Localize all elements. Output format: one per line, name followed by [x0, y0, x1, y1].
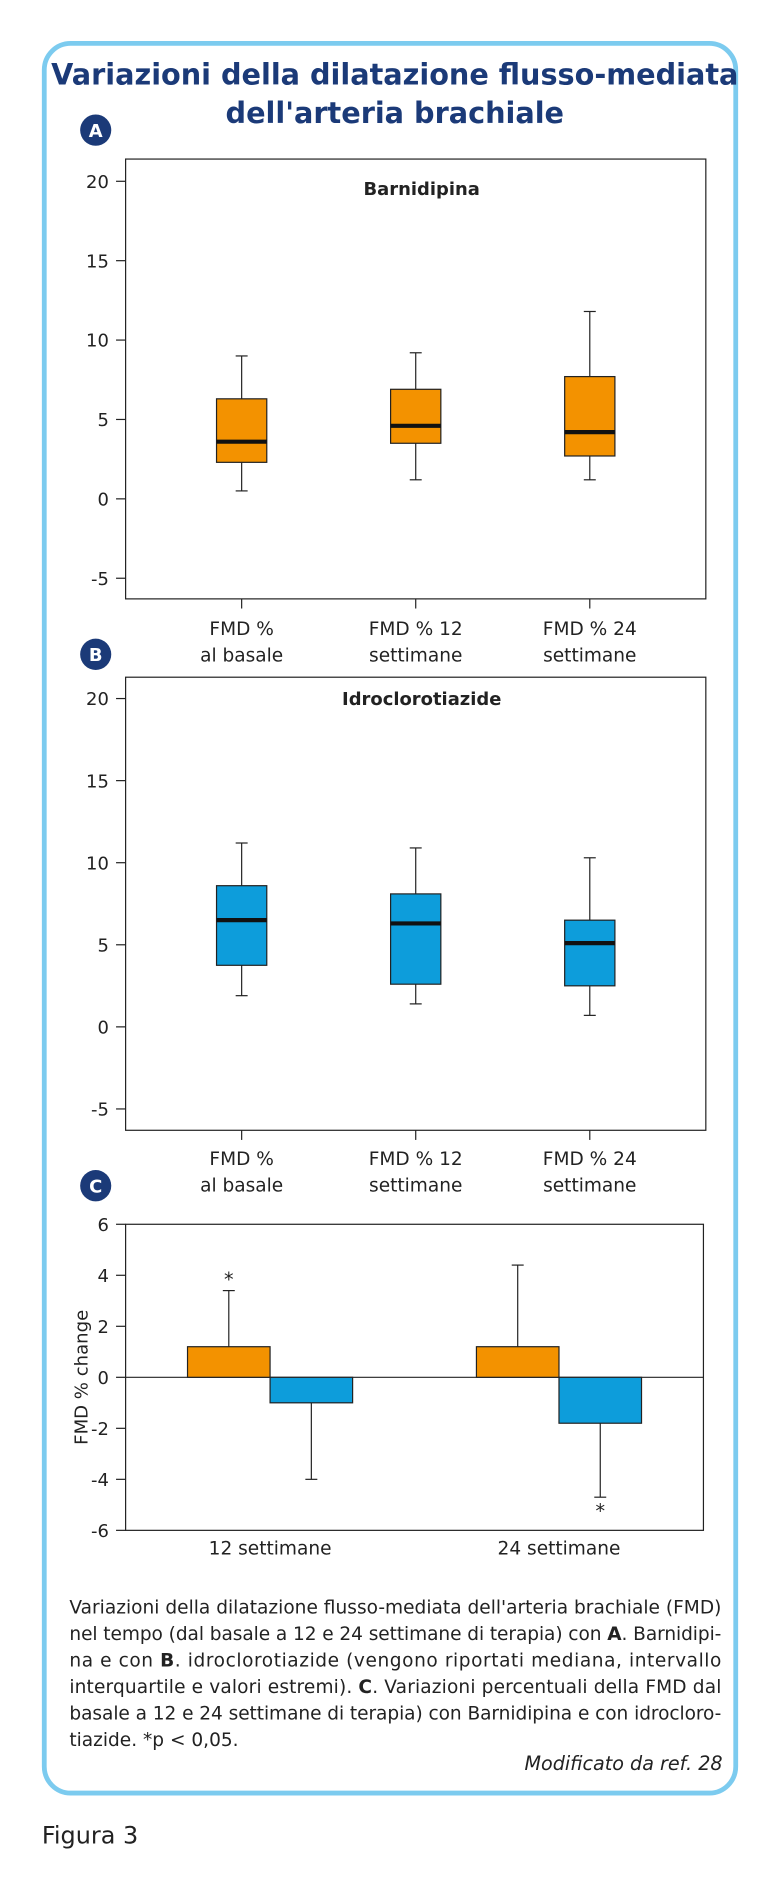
page-title: Variazioni della dilatazione flusso-medi…	[51, 57, 738, 91]
y-tick-label: 10	[86, 853, 109, 874]
bar	[186, 1346, 271, 1378]
source-note: Modificato da ref. 28	[524, 1752, 722, 1775]
x-tick-label: settimane	[543, 1176, 636, 1197]
y-tick-label: -5	[91, 1100, 109, 1121]
caption-line: nel tempo (dal basale a 12 e 24 settiman…	[69, 1624, 721, 1645]
y-tick-label: 20	[86, 172, 109, 193]
y-tick-label: 2	[97, 1317, 108, 1338]
significance-marker: *	[595, 1500, 605, 1523]
box	[215, 398, 268, 463]
y-tick-label: -5	[91, 569, 109, 590]
caption-text: basale a 12 e 24 settimane di terapia) c…	[69, 1703, 721, 1724]
y-tick-label: 0	[97, 1017, 108, 1038]
panel-letter: C	[89, 1176, 102, 1197]
caption-bold: A	[607, 1624, 622, 1645]
caption-text: nel tempo (dal basale a 12 e 24 settiman…	[69, 1624, 607, 1645]
x-tick-label: FMD %	[209, 619, 273, 640]
box	[215, 885, 268, 966]
x-tick-label: al basale	[200, 645, 283, 666]
x-tick-label: FMD % 24	[543, 1149, 637, 1170]
y-tick-label: 20	[86, 689, 109, 710]
y-tick-label: 5	[97, 935, 108, 956]
x-tick-label: FMD % 12	[369, 619, 463, 640]
x-tick-label: al basale	[200, 1176, 283, 1197]
figure-label: Figura 3	[42, 1822, 138, 1850]
caption-line: interquartile e valori estremi). C. Vari…	[69, 1677, 721, 1698]
caption-text: Variazioni della dilatazione flusso-medi…	[69, 1597, 721, 1618]
panel-letter: A	[89, 121, 103, 142]
bar	[558, 1376, 643, 1424]
panel-badge	[80, 114, 112, 146]
y-tick-label: 0	[97, 489, 108, 510]
y-tick-label: 15	[86, 771, 109, 792]
box	[390, 893, 442, 985]
caption-text: . idroclorotiazide (vengono riportati me…	[175, 1650, 722, 1671]
caption-text: . Variazioni percentuali della FMD dal	[372, 1677, 721, 1698]
y-tick-label: 15	[86, 251, 109, 272]
caption-line: tiazide. *p < 0,05.	[69, 1730, 238, 1751]
y-tick-label: 10	[86, 331, 109, 352]
caption-text: tiazide. *p < 0,05.	[69, 1730, 238, 1751]
significance-marker: *	[224, 1268, 234, 1291]
panel-badge	[80, 638, 112, 670]
caption-line: na e con B. idroclorotiazide (vengono ri…	[69, 1650, 721, 1671]
y-tick-label: 0	[97, 1368, 108, 1389]
box	[390, 388, 442, 444]
y-tick-label: 4	[97, 1266, 108, 1287]
y-tick-label: -6	[91, 1521, 109, 1542]
panel-badge	[80, 1170, 112, 1202]
x-tick-label: settimane	[369, 1176, 462, 1197]
chart-title: Barnidipina	[364, 179, 480, 200]
y-tick-label: -2	[91, 1419, 109, 1440]
y-tick-label: -4	[91, 1470, 109, 1491]
bar	[475, 1346, 560, 1378]
box	[564, 919, 616, 987]
y-axis-label: FMD % change	[71, 1310, 92, 1445]
x-tick-label: settimane	[369, 645, 462, 666]
x-tick-label: FMD % 12	[369, 1149, 463, 1170]
y-tick-label: 5	[97, 410, 108, 431]
y-tick-label: 6	[97, 1215, 108, 1236]
caption-text: na e con	[69, 1650, 159, 1671]
caption-text: . Barnidipi-	[622, 1624, 722, 1645]
caption-line: Variazioni della dilatazione flusso-medi…	[69, 1597, 721, 1618]
x-tick-label: 12 settimane	[209, 1538, 332, 1559]
caption-bold: C	[358, 1677, 372, 1698]
x-tick-label: FMD % 24	[543, 619, 637, 640]
caption-bold: B	[160, 1650, 174, 1671]
x-tick-label: FMD %	[209, 1149, 273, 1170]
box	[564, 375, 616, 457]
page-title: dell'arteria brachiale	[226, 96, 564, 130]
caption-text: interquartile e valori estremi).	[69, 1677, 358, 1698]
x-tick-label: settimane	[543, 645, 636, 666]
chart-title: Idroclorotiazide	[342, 689, 501, 710]
bar	[269, 1376, 354, 1404]
x-tick-label: 24 settimane	[498, 1538, 621, 1559]
caption-line: basale a 12 e 24 settimane di terapia) c…	[69, 1703, 721, 1724]
panel-letter: B	[89, 645, 103, 666]
